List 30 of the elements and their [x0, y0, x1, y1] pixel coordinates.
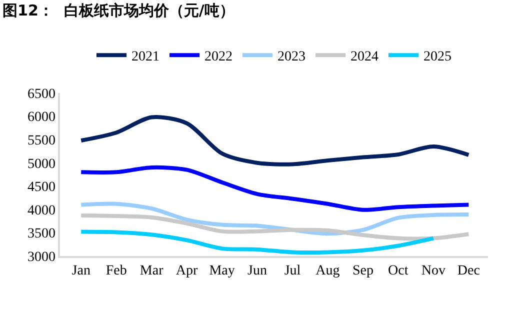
- y-tick-label: 3000: [27, 250, 56, 265]
- line-series: [79, 230, 436, 255]
- legend-label: 2023: [278, 50, 306, 65]
- legend-label: 2021: [132, 50, 160, 65]
- x-tick-label: Oct: [388, 264, 408, 279]
- x-tick-label: Mar: [140, 264, 164, 279]
- y-tick-label: 5000: [27, 156, 56, 172]
- x-tick-label: Jun: [248, 264, 267, 279]
- legend-label: 2024: [350, 50, 378, 65]
- x-tick-label: Sep: [352, 264, 374, 279]
- x-tick-label: Jan: [72, 264, 90, 279]
- x-tick-label: Feb: [106, 264, 127, 279]
- legend-label: 2025: [424, 50, 452, 65]
- y-tick-label: 6500: [27, 86, 56, 102]
- chart-title: 图12： 白板纸市场均价（元/吨）: [2, 1, 234, 20]
- x-tick-label: Dec: [457, 264, 480, 279]
- x-tick-label: Aug: [316, 264, 340, 279]
- x-tick-label: May: [209, 264, 235, 279]
- x-tick-label: Jul: [284, 264, 301, 279]
- legend-label: 2022: [204, 50, 232, 65]
- x-tick-label: Nov: [421, 264, 446, 279]
- y-tick-label: 4000: [27, 203, 56, 218]
- y-tick-label: 3500: [27, 226, 56, 242]
- x-tick-label: Apr: [176, 264, 198, 279]
- y-tick-label: 5500: [27, 133, 56, 148]
- y-tick-label: 4500: [27, 180, 56, 196]
- line-series: [79, 213, 471, 241]
- line-series: [79, 165, 471, 212]
- y-tick-label: 6000: [27, 110, 56, 126]
- line-series: [79, 115, 471, 166]
